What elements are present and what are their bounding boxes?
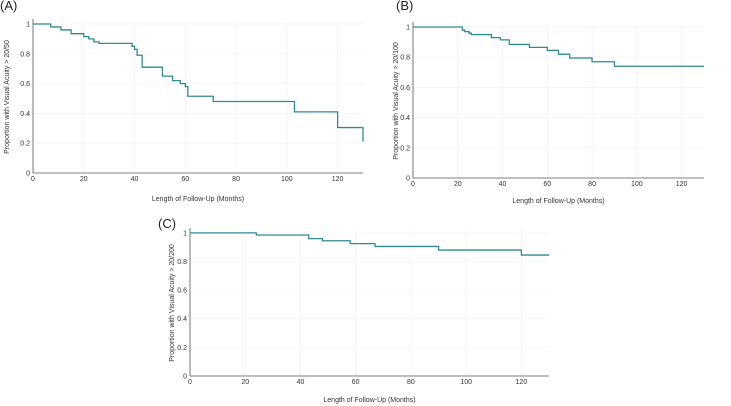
panel-b-x-tick-label: 0 [411, 181, 415, 188]
panel-c-x-tick-label: 20 [241, 379, 249, 386]
panel-a-x-tick-label: 80 [232, 176, 240, 183]
panel-c-x-tick-label: 120 [516, 379, 528, 386]
panel-c-y-tick-label: 0.8 [177, 259, 187, 266]
panel-b-y-tick-label: 0.6 [400, 85, 410, 92]
panel-a-x-axis-title: Length of Follow-Up (Months) [152, 196, 244, 203]
panel-a-y-tick-label: 0.8 [20, 51, 30, 58]
panel-b: 0 20 40 60 80 100 120 0 0.2 0.4 0.6 0.8 1 (B) Length o… [393, 0, 705, 205]
panel-b-y-tick-label: 0 [406, 176, 410, 183]
panel-c: 0 20 40 60 80 100 120 0 0.2 0.4 0.6 0.8 1 (C) Length o… [158, 216, 550, 404]
panel-b-y-tick-label: 0.8 [400, 55, 410, 62]
panel-c-x-tick-label: 60 [352, 379, 360, 386]
panel-a-y-axis-title: Proportion with Visual Acuity > 20/50 [4, 40, 11, 154]
panel-b-y-tick-label: 0.4 [400, 115, 410, 122]
panel-a-survival-curve [33, 23, 364, 142]
panel-c-x-tick-label: 0 [188, 379, 192, 386]
panel-b-x-tick-label: 120 [676, 181, 688, 188]
panel-a-y-tick-label: 1 [26, 21, 30, 28]
panel-b-y-tick-label: 1 [406, 25, 410, 32]
panel-c-y-tick-label: 0 [183, 374, 187, 381]
panel-a-y-tick-label: 0.6 [20, 81, 30, 88]
panel-c-x-tick-label: 40 [297, 379, 305, 386]
panel-c-y-tick-label: 0.2 [177, 345, 187, 352]
panel-c-x-axis-title: Length of Follow-Up (Months) [323, 397, 415, 404]
panel-a-x-tick-label: 60 [181, 176, 189, 183]
panel-b-survival-curve [413, 26, 704, 67]
panel-a-x-tick-label: 20 [80, 176, 88, 183]
panel-b-x-axis-title: Length of Follow-Up (Months) [512, 198, 604, 205]
panel-b-y-axis-title: Proportion with Visual Acuity > 20/100 [393, 42, 400, 160]
panel-c-x-tick-label: 80 [407, 379, 415, 386]
panel-a-x-tick-label: 0 [31, 176, 35, 183]
panel-a-y-tick-label: 0 [26, 171, 30, 178]
panel-c-x-tick-label: 100 [460, 379, 472, 386]
panel-c-y-tick-label: 1 [183, 230, 187, 237]
panel-c-survival-curve [190, 232, 549, 256]
panel-b-label: (B) [396, 0, 413, 13]
panel-b-y-tick-label: 0.2 [400, 145, 410, 152]
panel-b-x-tick-label: 20 [454, 181, 462, 188]
panel-b-x-tick-label: 80 [588, 181, 596, 188]
panel-a-y-tick-label: 0.2 [20, 141, 30, 148]
panel-c-label: (C) [158, 216, 176, 231]
panel-a-label: (A) [0, 0, 17, 13]
panel-b-x-tick-label: 100 [631, 181, 643, 188]
panel-a-x-tick-label: 120 [332, 176, 344, 183]
panel-b-x-tick-label: 60 [543, 181, 551, 188]
panel-a-x-tick-label: 100 [281, 176, 293, 183]
panel-c-y-tick-label: 0.6 [177, 288, 187, 295]
panel-a-y-tick-label: 0.4 [20, 111, 30, 118]
panel-a-x-tick-label: 40 [131, 176, 139, 183]
panel-c-y-tick-label: 0.4 [177, 316, 187, 323]
panel-b-x-tick-label: 40 [499, 181, 507, 188]
panel-a: 0 20 40 60 80 100 120 0 0.2 0.4 0.6 0.8 1 (A) Length o… [0, 0, 364, 203]
panel-c-y-axis-title: Proportion with Visual Acuity > 20/200 [169, 244, 176, 362]
